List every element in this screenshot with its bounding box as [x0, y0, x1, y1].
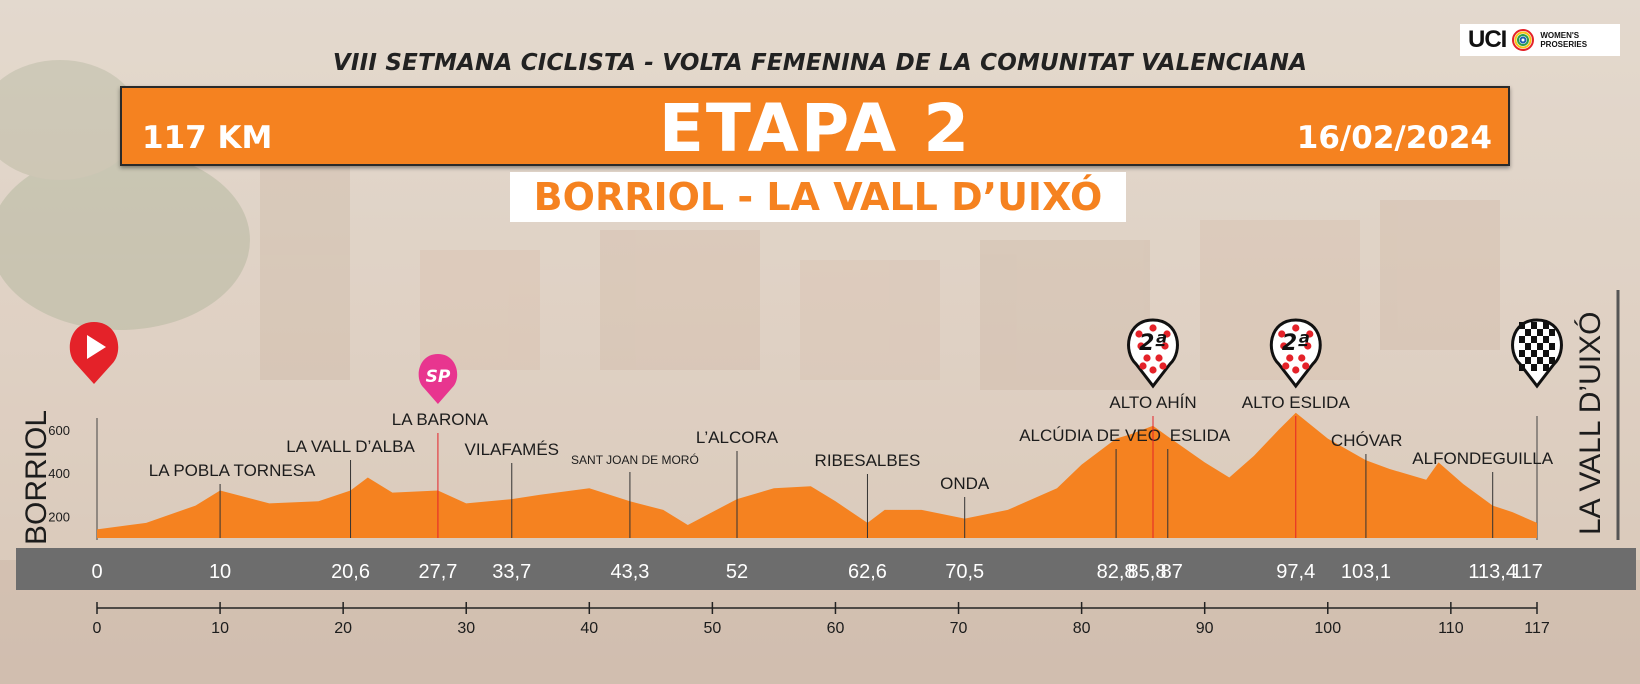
km-axis-label: 117 — [1524, 620, 1550, 637]
waypoint-label: LA POBLA TORNESA — [149, 461, 316, 480]
waypoint-label: ESLIDA — [1170, 426, 1231, 445]
waypoint-label: LA VALL D’ALBA — [286, 437, 415, 456]
waypoint-label: ONDA — [940, 474, 990, 493]
km-axis-label: 0 — [93, 620, 102, 637]
sprint-marker-icon: SP — [418, 354, 458, 404]
stage-route: BORRIOL - LA VALL D’UIXÓ — [510, 172, 1126, 222]
svg-text:SP: SP — [426, 367, 451, 387]
waypoint-label: SANT JOAN DE MORÓ — [571, 452, 699, 467]
km-axis-label: 80 — [1073, 620, 1091, 637]
elevation-area — [97, 412, 1537, 538]
km-axis-label: 110 — [1438, 620, 1464, 637]
y-tick-label: 600 — [48, 423, 70, 438]
km-axis-label: 40 — [580, 620, 598, 637]
km-band-label: 10 — [209, 561, 231, 583]
km-band-label: 85,8 — [1128, 561, 1167, 583]
waypoint-label: LA BARONA — [392, 410, 489, 429]
km-band-label: 70,5 — [945, 561, 984, 583]
rainbow-ring-icon — [1512, 29, 1535, 51]
km-axis-label: 90 — [1196, 620, 1214, 637]
km-band-label: 82,8 — [1097, 561, 1136, 583]
race-subtitle: VIII SETMANA CICLISTA - VOLTA FEMENINA D… — [332, 50, 1308, 76]
stage-distance: 117 KM — [142, 120, 273, 156]
start-flag-icon — [69, 322, 119, 384]
y-tick-label: 400 — [48, 466, 70, 481]
km-band-label: 43,3 — [610, 561, 649, 583]
mountain-category-icon: 2ª — [1269, 318, 1322, 389]
finish-town-label: LA VALL D’UIXÓ — [1574, 312, 1607, 535]
logo-line1: WOMEN'S — [1540, 31, 1580, 40]
km-band-label: 117 — [1511, 561, 1543, 583]
km-band-label: 20,6 — [331, 561, 370, 583]
stage-date: 16/02/2024 — [1296, 120, 1492, 156]
waypoint-label: RIBESALBES — [815, 451, 921, 470]
km-axis-label: 30 — [457, 620, 475, 637]
stage-title: ETAPA 2 — [658, 90, 972, 167]
km-band-label: 87 — [1161, 561, 1183, 583]
km-band — [16, 548, 1636, 590]
waypoint-label: VILAFAMÉS — [465, 440, 559, 459]
logo-brand: UCI — [1468, 26, 1507, 53]
waypoint-label: CHÓVAR — [1331, 431, 1402, 450]
km-axis-label: 50 — [703, 620, 721, 637]
km-band-label: 0 — [91, 561, 102, 583]
start-town-label: BORRIOL — [20, 410, 53, 545]
svg-text:2ª: 2ª — [1282, 331, 1310, 356]
km-band-label: 27,7 — [418, 561, 457, 583]
km-axis-label: 70 — [950, 620, 968, 637]
y-tick-label: 200 — [48, 509, 70, 524]
km-axis-label: 10 — [211, 620, 229, 637]
stage-banner: 117 KM ETAPA 2 16/02/2024 — [120, 86, 1510, 167]
km-band-label: 33,7 — [492, 561, 531, 583]
km-band-label: 97,4 — [1276, 561, 1315, 583]
km-band-label: 62,6 — [848, 561, 887, 583]
km-band-label: 52 — [726, 561, 748, 583]
km-axis-label: 20 — [334, 620, 352, 637]
km-axis-label: 60 — [827, 620, 845, 637]
km-band-label: 113,4 — [1468, 561, 1517, 583]
mountain-category-icon: 2ª — [1127, 318, 1179, 389]
waypoint-label: L’ALCORA — [696, 428, 779, 447]
logo-line2: PROSERIES — [1540, 40, 1588, 49]
km-axis-label: 100 — [1314, 620, 1341, 637]
waypoint-label: ALCÚDIA DE VEO — [1019, 426, 1161, 445]
finish-flag-icon — [1511, 318, 1563, 389]
km-band-label: 103,1 — [1341, 561, 1391, 583]
svg-text:2ª: 2ª — [1139, 331, 1167, 356]
waypoint-label: ALTO AHÍN — [1109, 393, 1196, 412]
waypoint-label: ALTO ESLIDA — [1242, 393, 1351, 412]
waypoint-label: ALFONDEGUILLA — [1412, 449, 1553, 468]
uci-womens-proseries-logo: UCI WOMEN'S PROSERIES — [1460, 24, 1620, 56]
